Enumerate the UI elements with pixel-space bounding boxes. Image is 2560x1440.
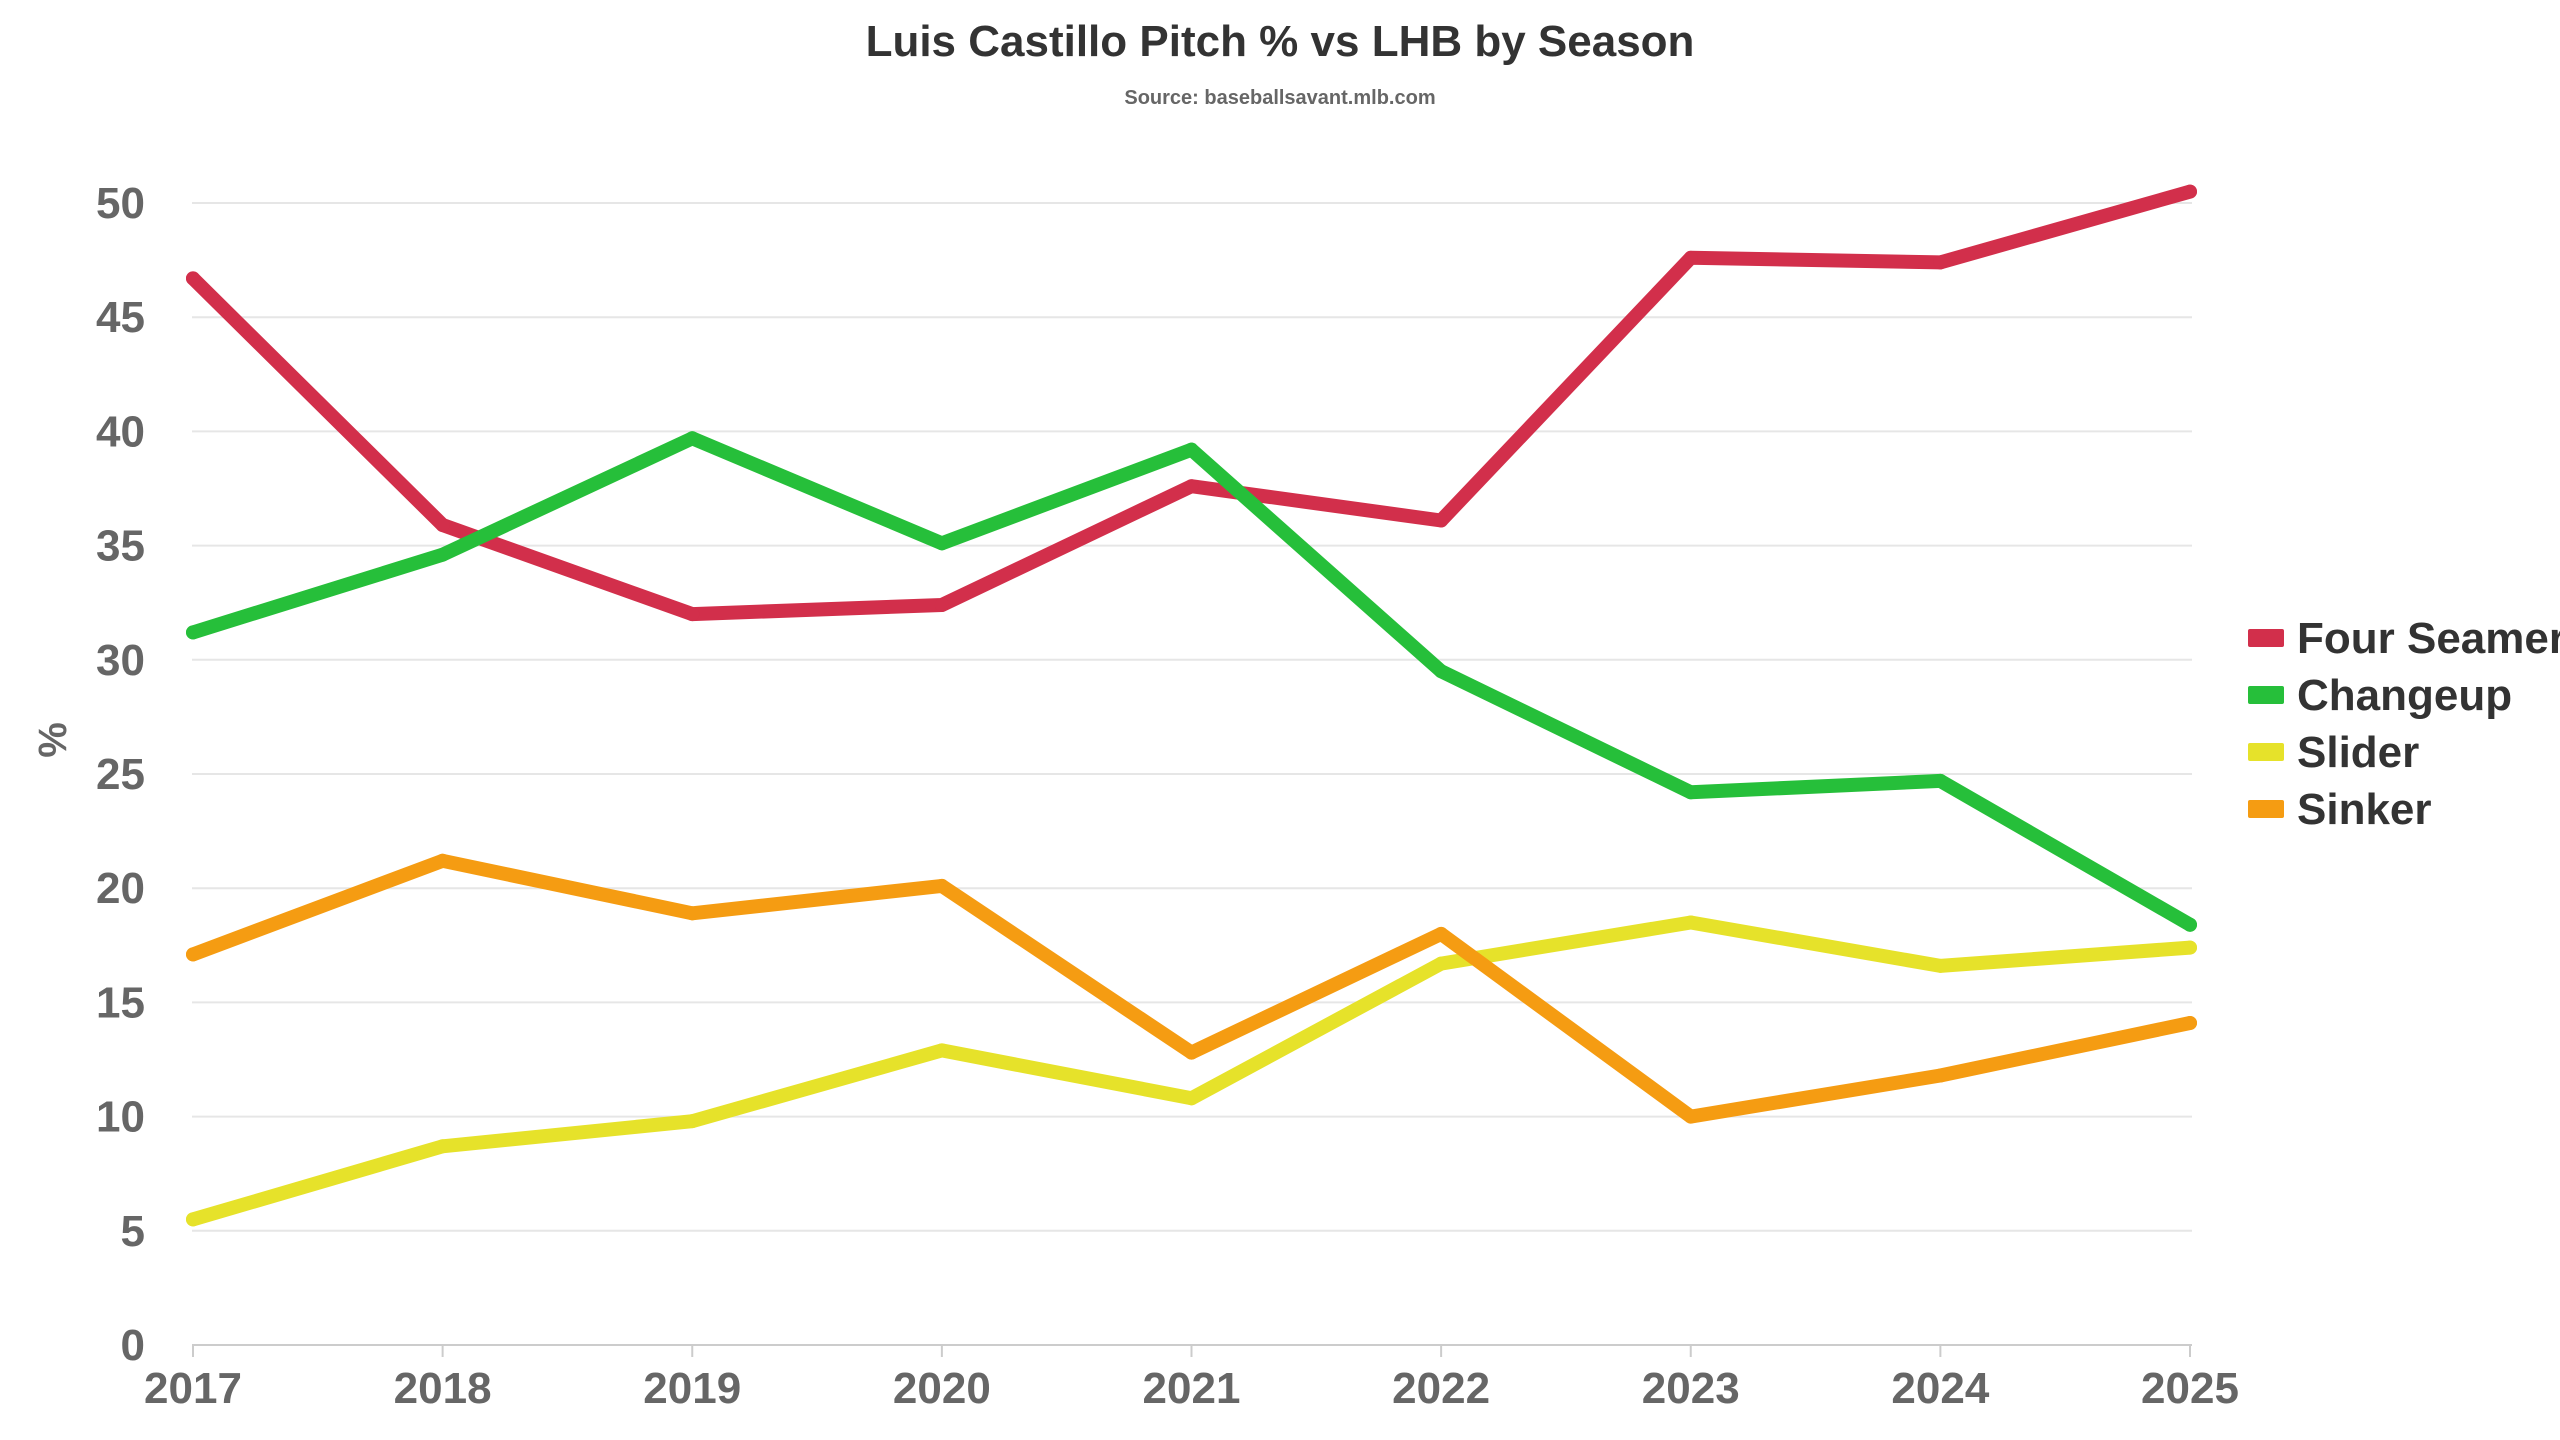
data-point xyxy=(186,625,200,640)
data-point xyxy=(685,1114,700,1129)
data-point xyxy=(435,547,450,562)
data-point xyxy=(1683,785,1698,800)
y-axis-label: % xyxy=(31,722,75,758)
y-tick-label: 45 xyxy=(96,293,145,342)
chart-title: Luis Castillo Pitch % vs LHB by Season xyxy=(866,17,1695,66)
legend-swatch xyxy=(2248,800,2284,818)
data-point xyxy=(2183,940,2197,955)
data-point xyxy=(1184,479,1199,494)
data-point xyxy=(685,607,700,622)
legend-label: Changeup xyxy=(2297,671,2512,720)
series-line-changeup xyxy=(186,431,2197,932)
x-tick-label: 2021 xyxy=(1143,1364,1241,1413)
x-tick-label: 2022 xyxy=(1392,1364,1490,1413)
data-point xyxy=(435,853,450,868)
data-point xyxy=(435,1139,450,1154)
x-tick-label: 2023 xyxy=(1642,1364,1740,1413)
data-point xyxy=(2183,917,2197,932)
data-point xyxy=(685,431,700,446)
series-line-slider xyxy=(186,915,2197,1227)
data-point xyxy=(1184,442,1199,457)
data-point xyxy=(1434,956,1449,971)
data-point xyxy=(2183,1015,2197,1030)
x-tick-label: 2019 xyxy=(643,1364,741,1413)
data-point xyxy=(1184,1091,1199,1106)
y-tick-label: 5 xyxy=(121,1207,145,1256)
y-tick-label: 30 xyxy=(96,636,145,685)
x-tick-label: 2017 xyxy=(144,1364,242,1413)
y-tick-label: 50 xyxy=(96,179,145,228)
y-tick-label: 35 xyxy=(96,522,145,571)
data-point xyxy=(1933,1068,1948,1083)
chart-subtitle: Source: baseballsavant.mlb.com xyxy=(1124,87,1435,109)
data-point xyxy=(1434,664,1449,679)
grid-lines xyxy=(192,202,2192,1346)
data-point xyxy=(2183,184,2197,199)
data-point xyxy=(1683,250,1698,265)
legend-swatch xyxy=(2248,629,2284,647)
data-point xyxy=(186,271,200,286)
x-tick-label: 2018 xyxy=(394,1364,492,1413)
legend-label: Slider xyxy=(2297,728,2419,777)
y-tick-label: 40 xyxy=(96,407,145,456)
y-tick-label: 10 xyxy=(96,1093,145,1142)
data-point xyxy=(1184,1045,1199,1060)
x-tick-label: 2024 xyxy=(1891,1364,1989,1413)
legend-label: Four Seamer xyxy=(2297,614,2560,663)
data-point xyxy=(685,906,700,921)
data-point xyxy=(1683,1109,1698,1124)
data-point xyxy=(1434,513,1449,528)
y-tick-label: 0 xyxy=(121,1321,145,1370)
series-line-four-seamer xyxy=(186,184,2197,622)
series-lines xyxy=(186,184,2197,1227)
data-point xyxy=(934,1043,949,1058)
data-point xyxy=(934,536,949,551)
data-point xyxy=(186,1212,200,1227)
x-tick-label: 2025 xyxy=(2141,1364,2239,1413)
y-tick-labels: 0 5 10 15 20 25 30 35 40 45 50 xyxy=(96,179,145,1370)
legend-label: Sinker xyxy=(2297,785,2432,834)
legend-swatch xyxy=(2248,743,2284,761)
data-point xyxy=(934,597,949,612)
data-point xyxy=(186,947,200,962)
series-line-sinker xyxy=(186,853,2197,1124)
x-tick-labels: 2017 2018 2019 2020 2021 2022 2023 2024 2025 xyxy=(144,1345,2239,1413)
legend: Four Seamer Changeup Slider Sinker xyxy=(2248,614,2560,834)
y-tick-label: 15 xyxy=(96,978,145,1027)
y-tick-label: 25 xyxy=(96,750,145,799)
data-point xyxy=(1434,926,1449,941)
data-point xyxy=(435,518,450,533)
y-tick-label: 20 xyxy=(96,864,145,913)
data-point xyxy=(1933,773,1948,788)
data-point xyxy=(934,878,949,893)
data-point xyxy=(1683,915,1698,930)
data-point xyxy=(1933,958,1948,973)
legend-swatch xyxy=(2248,686,2284,704)
x-tick-label: 2020 xyxy=(893,1364,991,1413)
data-point xyxy=(1933,255,1948,270)
